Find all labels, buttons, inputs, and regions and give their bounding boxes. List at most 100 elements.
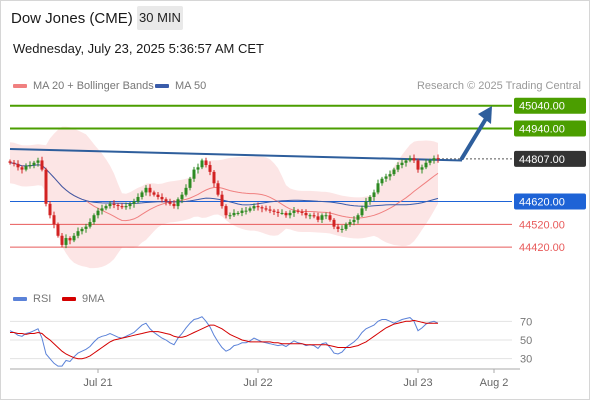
candle-body (180, 194, 184, 200)
candle-body (256, 206, 260, 208)
interval-button[interactable]: 30 MIN (137, 6, 183, 30)
candle-body (304, 212, 308, 216)
ma20-swatch (13, 84, 27, 88)
9ma-label: 9MA (82, 293, 105, 305)
rsi-label: RSI (33, 293, 52, 305)
candle-body (436, 158, 440, 160)
candle-body (372, 192, 376, 197)
level-tag (514, 193, 586, 210)
ma50-label: MA 50 (175, 80, 207, 92)
candle-body (64, 238, 68, 245)
9ma-swatch (62, 297, 76, 301)
candle-body (80, 228, 84, 232)
level-label: 44620.00 (519, 197, 565, 209)
candle-body (196, 167, 200, 170)
candle-body (16, 163, 20, 168)
candle-body (412, 158, 416, 161)
candle-body (260, 207, 264, 209)
candle-body (20, 167, 24, 170)
rsi-line (9, 316, 439, 367)
candle-body (192, 169, 196, 179)
candle-body (216, 183, 220, 195)
bollinger-band (10, 126, 438, 269)
candle-body (264, 208, 268, 210)
candle-body (360, 208, 364, 216)
candle-body (380, 178, 384, 184)
candle-body (280, 212, 284, 214)
candle-body (288, 212, 292, 216)
candle-body (32, 162, 36, 166)
rsi-panel: 30 50 70 (9, 316, 532, 367)
candle-body (212, 171, 216, 184)
level-label: 45040.00 (519, 101, 565, 113)
candle-body (36, 160, 40, 163)
legend-9ma: 9MA (62, 293, 105, 305)
candle-body (308, 215, 312, 217)
candle-body (208, 165, 212, 172)
x-tick-label: Jul 21 (83, 377, 112, 389)
candle-body (312, 215, 316, 217)
ma20-label: MA 20 + Bollinger Bands (33, 80, 154, 92)
level-label: 44940.00 (519, 124, 565, 136)
candle-body (144, 187, 148, 193)
candle-body (76, 231, 80, 236)
trendline-group (9, 148, 463, 162)
candle-body (92, 215, 96, 223)
candle-body (356, 215, 360, 220)
candle-body (236, 212, 240, 214)
candle-body (140, 192, 144, 197)
candle-body (432, 158, 436, 161)
candle-body (396, 165, 400, 170)
candle-body (132, 201, 136, 204)
candle-body (220, 194, 224, 207)
candle-body (272, 210, 276, 212)
candle-body (368, 196, 372, 202)
candle-body (388, 174, 392, 177)
candle-body (172, 203, 176, 207)
bollinger-bands (10, 126, 438, 269)
candle-body (24, 166, 28, 170)
candle-body (124, 206, 128, 208)
rsi-tick-label: 30 (520, 354, 532, 366)
candle-body (100, 208, 104, 211)
candle-body (108, 203, 112, 207)
candle-body (316, 216, 320, 220)
candle-body (44, 169, 48, 204)
candle-body (152, 192, 156, 195)
timestamp: Wednesday, July 23, 2025 5:36:57 AM CET (13, 41, 264, 56)
candle-body (184, 187, 188, 195)
candle-body (340, 228, 344, 230)
legend-rsi: RSI (13, 293, 51, 305)
candle-body (12, 162, 16, 164)
candle-body (52, 215, 56, 225)
level-label: 44420.00 (519, 242, 565, 254)
candle-body (68, 238, 72, 241)
header: Dow Jones (CME) 30 MIN (0, 0, 590, 36)
candle-body (120, 206, 124, 208)
level-tag (514, 97, 586, 114)
candle-body (324, 215, 328, 217)
trendline (9, 148, 463, 162)
candle-body (276, 211, 280, 213)
candle-body (268, 209, 272, 211)
candles (8, 154, 440, 249)
candle-body (292, 210, 296, 213)
legend-ma50: MA 50 (155, 80, 206, 92)
candle-body (416, 160, 420, 170)
level-tag (514, 150, 586, 167)
candle-body (240, 210, 244, 213)
candle-body (136, 196, 140, 202)
candle-body (232, 212, 236, 216)
candle-body (428, 160, 432, 163)
rsi-swatch (13, 297, 27, 301)
candle-body (40, 160, 44, 170)
candle-body (344, 224, 348, 229)
projection-group (460, 105, 492, 161)
candle-body (336, 226, 340, 229)
candle-body (200, 160, 204, 168)
candle-body (320, 215, 324, 220)
x-tick-label: Aug 2 (480, 377, 509, 389)
candle-body (300, 211, 304, 213)
candle-body (248, 208, 252, 211)
